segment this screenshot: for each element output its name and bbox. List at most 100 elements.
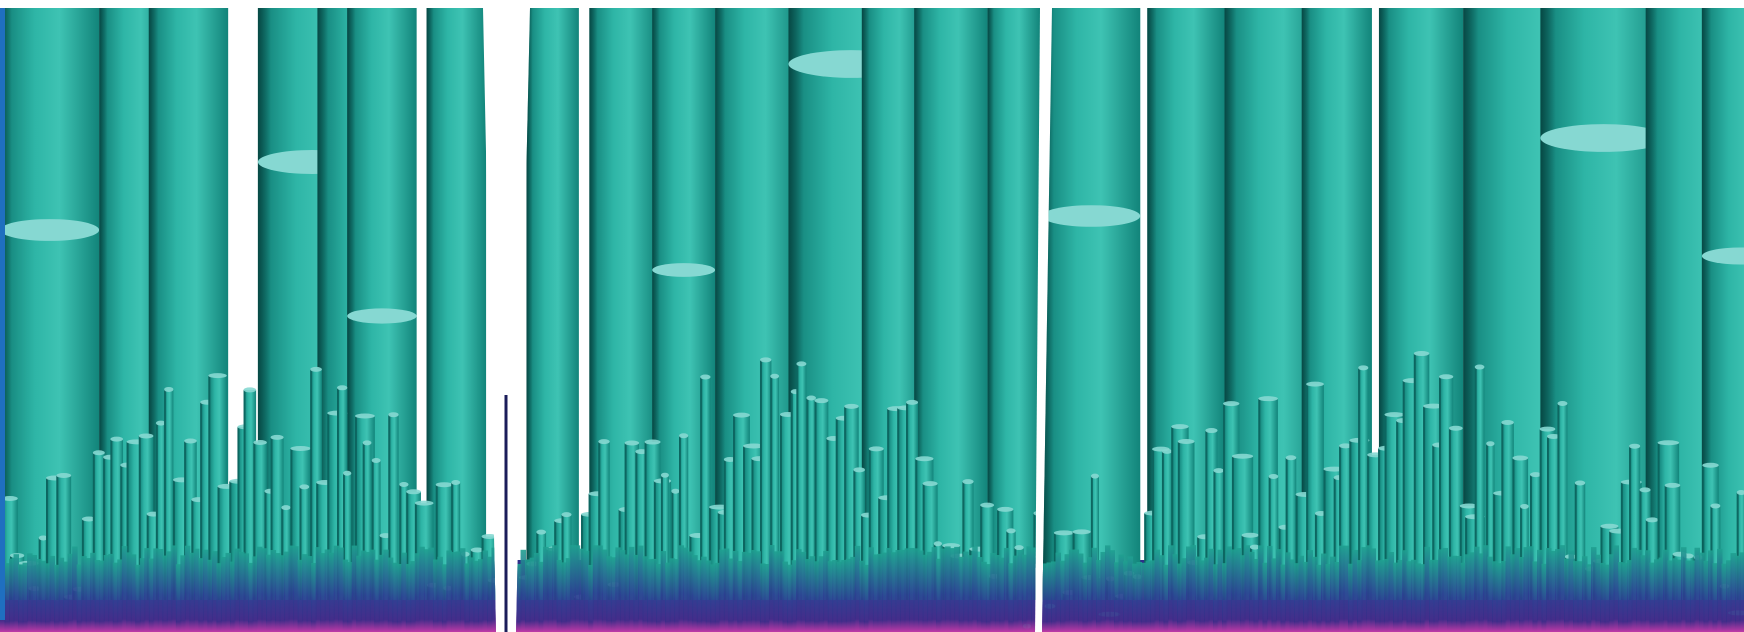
base-stripe <box>981 561 987 632</box>
small-pillar-edge <box>92 452 95 600</box>
small-pillar-cap <box>644 439 661 445</box>
base-stripe <box>1352 549 1358 632</box>
small-pillar-edge <box>1268 476 1271 600</box>
small-pillar-edge <box>310 369 313 600</box>
small-pillar-cap <box>451 480 461 486</box>
base-stripe <box>845 558 852 632</box>
base-stripe <box>588 564 594 632</box>
small-pillar-edge <box>796 363 799 600</box>
small-pillar <box>962 481 974 600</box>
small-pillar-edge <box>362 442 365 600</box>
small-pillar-edge <box>644 442 647 600</box>
base-stripe <box>450 552 457 632</box>
base-stripe <box>1096 560 1102 632</box>
small-pillar-cap <box>814 398 829 404</box>
small-pillar-cap <box>155 420 166 426</box>
base-stripe <box>175 564 182 632</box>
small-pillar-edge <box>997 509 1000 600</box>
base-stripe <box>1055 552 1061 632</box>
base-stripe <box>383 549 389 632</box>
base-stripe <box>238 551 245 632</box>
base-stripe <box>710 564 716 632</box>
small-pillar-cap <box>1574 480 1586 486</box>
base-stripe <box>1366 545 1372 632</box>
base-stripe <box>818 556 825 632</box>
small-pillar-edge <box>1639 489 1642 600</box>
base-stripe <box>759 563 766 632</box>
small-pillar <box>336 387 348 600</box>
small-pillar-edge <box>1413 353 1416 600</box>
base-stripe <box>1613 545 1619 632</box>
base-stripe <box>1739 552 1744 632</box>
small-pillar-edge <box>814 400 817 600</box>
small-pillar-edge <box>1358 367 1361 600</box>
base-stripe <box>1681 547 1687 632</box>
small-pillar-edge <box>624 442 627 600</box>
pillar-shadow <box>1378 8 1390 600</box>
base-stripe <box>171 545 177 632</box>
base-stripe <box>1244 545 1250 632</box>
small-pillar-edge <box>56 475 59 600</box>
small-pillar-cap <box>243 387 257 393</box>
base-stripe <box>624 554 630 632</box>
base-stripe <box>637 545 644 632</box>
base-stripe <box>468 557 475 632</box>
base-stripe <box>525 559 531 632</box>
base-stripe <box>1330 556 1336 632</box>
base-stripe <box>356 555 362 632</box>
small-pillar <box>671 491 680 600</box>
small-pillar-cap <box>281 505 291 511</box>
base-stripe <box>419 546 425 632</box>
small-pillar-cap <box>733 412 750 418</box>
base-stripe <box>1631 547 1637 632</box>
small-pillar-cap <box>1072 529 1091 535</box>
small-pillar-edge <box>1333 477 1336 600</box>
base-stripe <box>1384 558 1390 632</box>
base-stripe <box>1375 560 1381 632</box>
base-stripe <box>1030 547 1037 632</box>
base-stripe <box>1721 563 1727 632</box>
small-pillar-cap <box>1629 443 1641 449</box>
base-stripe <box>1420 564 1426 632</box>
small-pillar-edge <box>868 448 871 600</box>
pillar-shadow <box>99 8 108 600</box>
small-pillar-cap <box>980 502 995 508</box>
base-stripe <box>1208 548 1214 632</box>
small-pillar-edge <box>878 497 881 600</box>
small-pillar <box>1358 367 1369 600</box>
base-stripe <box>491 547 496 632</box>
base-stripe <box>1492 561 1498 632</box>
small-pillar-cap <box>922 481 938 487</box>
small-pillar-edge <box>1557 403 1560 600</box>
small-pillar-cap <box>336 385 348 391</box>
base-stripe <box>534 552 540 632</box>
small-pillar-cap <box>270 434 284 440</box>
small-pillar-cap <box>743 443 765 449</box>
base-stripe <box>1654 559 1660 632</box>
base-stripe <box>54 564 60 632</box>
small-pillar-edge <box>264 491 267 600</box>
base-stripe <box>1676 559 1682 632</box>
small-pillar <box>155 423 166 600</box>
base-stripe <box>665 562 671 632</box>
base-stripe <box>1334 561 1340 632</box>
small-pillar-edge <box>770 376 773 600</box>
small-pillar <box>561 514 572 600</box>
base-stripe <box>220 556 227 632</box>
base-stripe <box>279 555 286 632</box>
small-pillar-cap <box>1258 396 1278 402</box>
small-pillar-edge <box>1657 442 1660 600</box>
base-stripe <box>994 555 1001 632</box>
small-pillar <box>660 475 669 600</box>
base-stripe <box>890 552 897 632</box>
base-stripe <box>832 560 838 632</box>
small-pillar-edge <box>743 445 746 600</box>
small-pillar-edge <box>700 377 703 600</box>
small-pillar-edge <box>1258 398 1261 600</box>
base-stripe <box>683 547 689 632</box>
base-stripe <box>1114 562 1120 632</box>
small-pillar-edge <box>679 435 682 600</box>
small-pillar-edge <box>237 426 240 600</box>
base-stripe <box>90 552 96 632</box>
